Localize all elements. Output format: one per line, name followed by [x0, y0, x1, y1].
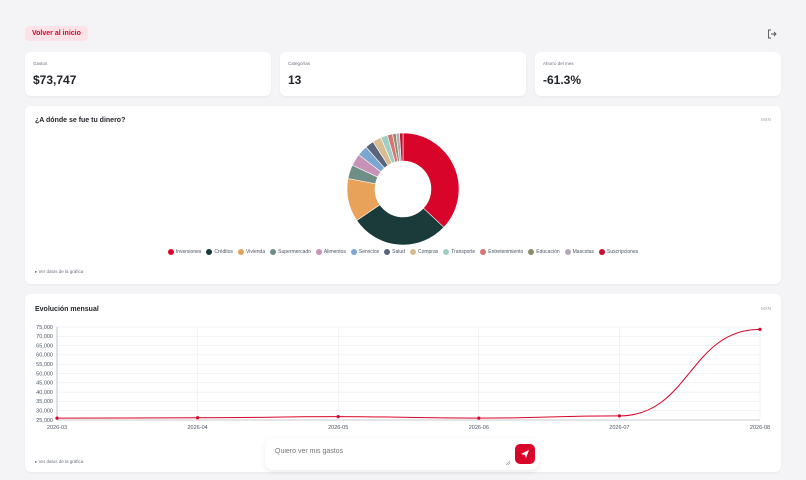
legend-swatch — [238, 249, 245, 255]
x-tick-label: 2026-04 — [188, 425, 208, 431]
donut-chart — [346, 132, 460, 246]
stat-value: $73,747 — [33, 73, 77, 87]
legend-label: Entretenimiento — [488, 249, 524, 255]
x-tick-label: 2026-08 — [750, 425, 770, 431]
pie-slice-inversiones[interactable] — [402, 132, 460, 228]
legend-swatch — [206, 249, 213, 255]
legend-label: Compras — [417, 249, 439, 255]
y-tick-label: 60,000 — [36, 353, 53, 359]
data-point[interactable] — [55, 416, 59, 420]
send-icon — [521, 450, 529, 458]
x-tick-label: 2026-03 — [47, 425, 67, 431]
legend-item[interactable]: Vivienda — [238, 249, 265, 255]
data-point[interactable] — [477, 416, 481, 420]
logout-icon[interactable] — [766, 28, 778, 40]
legend-label: Suscripciones — [607, 249, 639, 255]
stat-card-savings: Ahorro del mes -61.3% — [535, 52, 781, 96]
stat-label: Gastos — [33, 61, 48, 66]
legend-label: Servicios — [358, 249, 380, 255]
y-tick-label: 70,000 — [36, 334, 53, 340]
legend-swatch — [564, 249, 571, 255]
data-point[interactable] — [617, 414, 622, 418]
y-tick-label: 45,000 — [36, 381, 53, 387]
y-tick-label: 40,000 — [36, 390, 53, 396]
data-point[interactable] — [196, 416, 200, 420]
y-tick-label: 25,000 — [36, 418, 53, 424]
x-tick-label: 2026-07 — [609, 425, 629, 431]
legend-item[interactable]: Servicios — [350, 249, 380, 255]
legend-item[interactable]: Suscripciones — [599, 249, 638, 255]
legend-label: Inversiones — [175, 249, 202, 255]
legend-label: Transporte — [451, 249, 476, 255]
toggle-chart-data-link[interactable]: ▸ Ver datos de la gráfica — [35, 269, 84, 274]
stat-card-categories: Categorías 13 — [280, 52, 526, 96]
y-tick-label: 55,000 — [36, 362, 53, 368]
legend-item[interactable]: Alimentos — [315, 249, 346, 255]
legend-label: Salud — [392, 249, 405, 255]
currency-label: MXN — [761, 306, 771, 311]
legend-label: Alimentos — [323, 249, 346, 255]
pie-slice-suscripciones[interactable] — [399, 132, 404, 162]
y-tick-label: 30,000 — [36, 409, 53, 415]
legend-item[interactable]: Créditos — [206, 249, 233, 255]
data-point[interactable] — [336, 415, 340, 419]
legend-swatch — [270, 249, 277, 255]
back-home-button[interactable]: Volver al inicio — [25, 26, 88, 41]
legend-swatch — [384, 249, 391, 255]
data-point[interactable] — [758, 327, 762, 331]
legend-swatch — [443, 249, 450, 255]
section-title: ¿A dónde se fue tu dinero? — [35, 117, 126, 124]
pie-slice-créditos[interactable] — [356, 204, 445, 246]
legend-swatch — [409, 249, 416, 255]
legend-item[interactable]: Transporte — [443, 249, 475, 255]
legend-item[interactable]: Salud — [384, 249, 405, 255]
legend-item[interactable]: Educación — [528, 249, 560, 255]
toggle-chart-data-link[interactable]: ▸ Ver datos de la gráfica — [35, 459, 84, 464]
y-tick-label: 75,000 — [36, 325, 53, 331]
donut-chart-card: ¿A dónde se fue tu dinero? MXN Inversion… — [25, 106, 781, 284]
legend-item[interactable]: Supermercado — [270, 249, 311, 255]
legend-swatch — [480, 249, 487, 255]
legend-item[interactable]: Compras — [409, 249, 439, 255]
legend-item[interactable]: Mascotas — [564, 249, 595, 255]
legend-label: Educación — [536, 249, 560, 255]
chat-input[interactable] — [275, 448, 500, 455]
legend-swatch — [167, 249, 174, 255]
y-tick-label: 50,000 — [36, 371, 53, 377]
chat-box — [265, 438, 539, 470]
line-chart: 25,000 30,000 35,000 40,000 45,000 50,000 55,0… — [36, 325, 770, 431]
series-line — [56, 328, 761, 419]
stat-label: Categorías — [288, 61, 311, 66]
legend-item[interactable]: Entretenimiento — [480, 249, 523, 255]
resize-handle-icon[interactable] — [505, 460, 510, 465]
stat-label: Ahorro del mes — [543, 61, 574, 66]
legend-label: Créditos — [214, 249, 234, 255]
legend-label: Supermercado — [278, 249, 311, 255]
legend-label: Vivienda — [246, 249, 266, 255]
x-tick-label: 2026-06 — [469, 425, 489, 431]
y-tick-label: 35,000 — [36, 399, 53, 405]
section-title: Evolución mensual — [35, 306, 99, 313]
stat-value: -61.3% — [543, 73, 582, 87]
legend-swatch — [599, 249, 606, 255]
y-tick-label: 65,000 — [36, 343, 53, 349]
send-button[interactable] — [515, 444, 535, 464]
legend-label: Mascotas — [572, 249, 595, 255]
donut-legend: Inversiones Créditos Vivienda Supermercado A… — [25, 249, 781, 255]
legend-swatch — [350, 249, 357, 255]
x-tick-label: 2026-05 — [328, 425, 348, 431]
stat-value: 13 — [288, 73, 302, 87]
currency-label: MXN — [761, 117, 771, 122]
legend-swatch — [315, 249, 322, 255]
legend-swatch — [528, 249, 535, 255]
stat-card-expenses: Gastos $73,747 — [25, 52, 271, 96]
legend-item[interactable]: Inversiones — [167, 249, 202, 255]
